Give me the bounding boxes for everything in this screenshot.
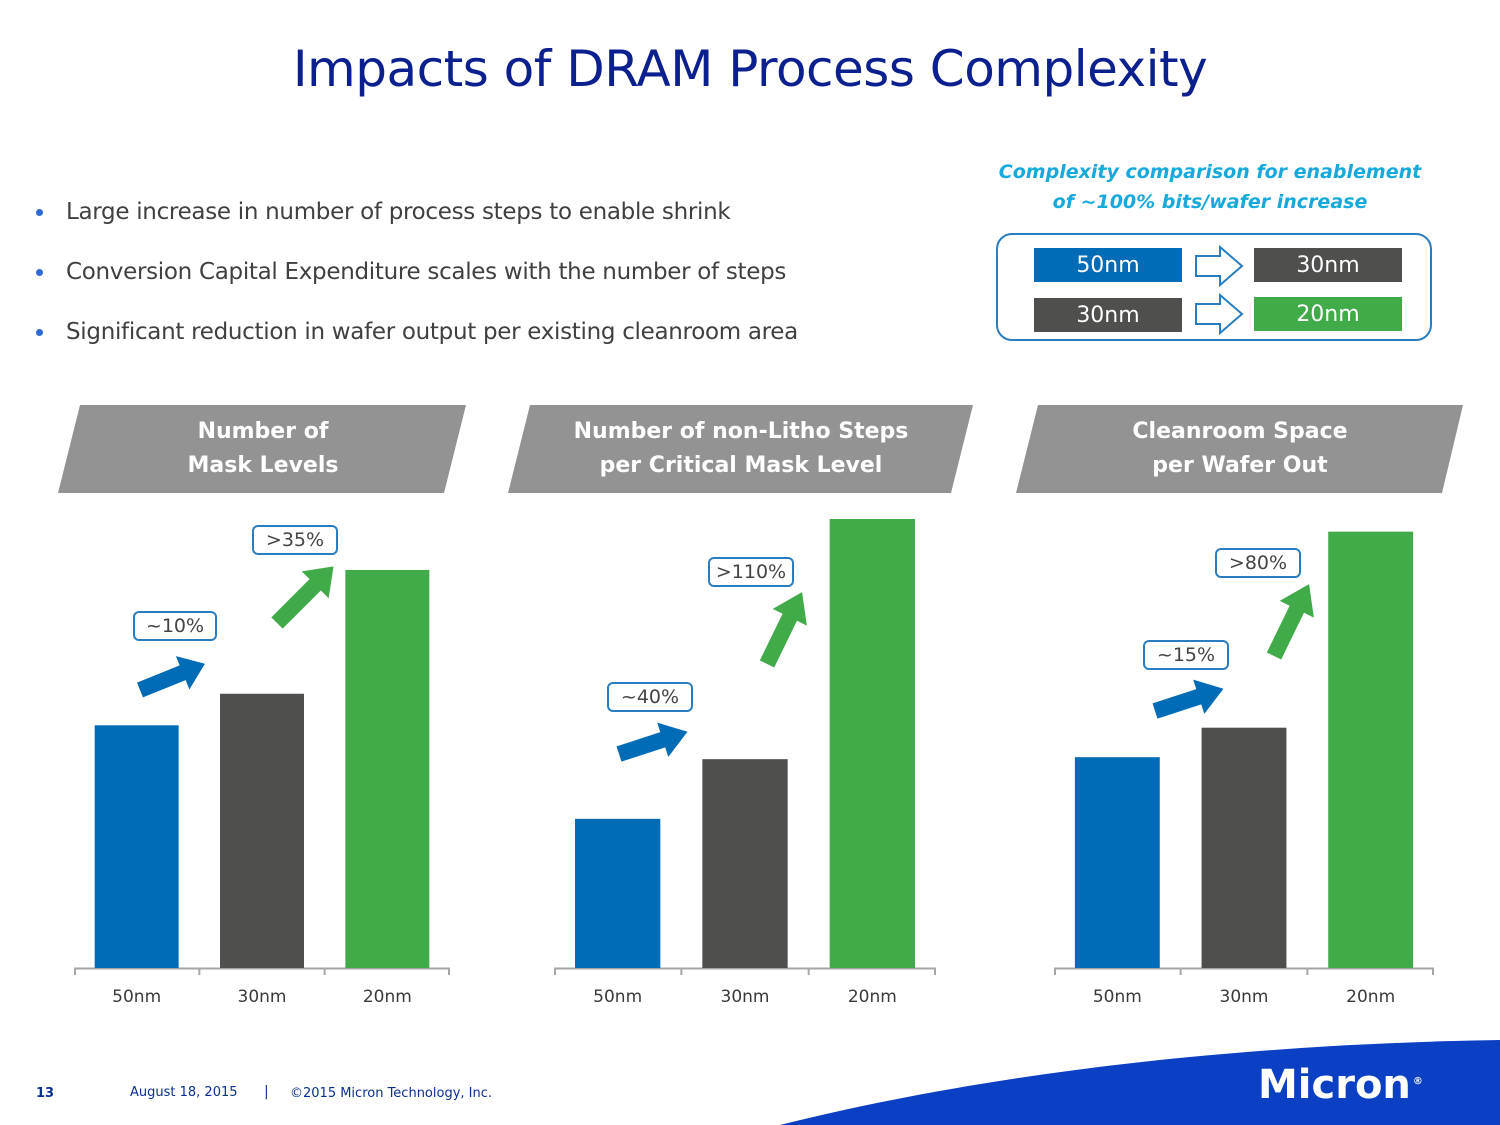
chart-title-line1: Number of non-Litho Steps bbox=[573, 419, 909, 444]
callout-increase: >110% bbox=[708, 557, 794, 587]
chart-svg: 50nm 30nm 20nm bbox=[1054, 531, 1434, 1007]
footer-separator: | bbox=[264, 1084, 269, 1100]
hollow-right-arrow-icon bbox=[1195, 245, 1244, 287]
logo-text: Micron bbox=[1258, 1062, 1411, 1108]
chip-50nm: 50nm bbox=[1034, 248, 1182, 282]
bar-chart-cleanroom-space: 50nm 30nm 20nm bbox=[1054, 500, 1434, 1020]
chart-svg: 50nm 30nm 20nm bbox=[74, 569, 450, 1007]
x-tick-label: 50nm bbox=[593, 987, 642, 1007]
chip-30nm: 30nm bbox=[1034, 298, 1182, 332]
bar-20nm bbox=[345, 569, 430, 968]
x-tick-label: 20nm bbox=[1346, 987, 1395, 1007]
x-tick-label: 50nm bbox=[1093, 987, 1142, 1007]
chart-title-line2: per Critical Mask Level bbox=[599, 453, 883, 478]
chart-title-line2: per Wafer Out bbox=[1152, 453, 1328, 478]
bullet-item: Conversion Capital Expenditure scales wi… bbox=[34, 252, 798, 312]
x-tick-label: 30nm bbox=[238, 987, 287, 1007]
bullet-dot-icon bbox=[36, 209, 43, 216]
x-tick-label: 20nm bbox=[363, 987, 412, 1007]
hollow-right-arrow-icon bbox=[1195, 293, 1244, 335]
bullet-text: Large increase in number of process step… bbox=[66, 199, 731, 225]
x-tick-label: 20nm bbox=[848, 987, 897, 1007]
trend-arrow-blue-icon bbox=[616, 722, 688, 762]
chart-title-line2: Mask Levels bbox=[187, 453, 339, 478]
bullet-item: Significant reduction in wafer output pe… bbox=[34, 312, 798, 372]
bullet-item: Large increase in number of process step… bbox=[34, 192, 798, 252]
callout-increase: >35% bbox=[252, 525, 338, 555]
bar-50nm bbox=[1074, 757, 1160, 968]
x-tick-label: 30nm bbox=[1220, 987, 1269, 1007]
trend-arrow-green-icon bbox=[271, 566, 334, 629]
chart-header-cleanroom-space: Cleanroom Space per Wafer Out bbox=[1016, 405, 1464, 493]
chart-title-line1: Number of bbox=[197, 419, 329, 444]
chart-header-mask-levels: Number of Mask Levels bbox=[58, 405, 468, 493]
comparison-heading-line2: of ~100% bits/wafer increase bbox=[1052, 191, 1368, 213]
bar-30nm bbox=[1201, 727, 1287, 968]
callout-increase: ~15% bbox=[1143, 640, 1229, 670]
comparison-heading-line1: Complexity comparison for enablement bbox=[998, 161, 1422, 183]
page-title: Impacts of DRAM Process Complexity bbox=[292, 40, 1208, 98]
chart-title-line1: Cleanroom Space bbox=[1132, 419, 1348, 444]
callout-increase: ~10% bbox=[133, 611, 217, 641]
bar-50nm bbox=[94, 725, 179, 968]
x-tick-label: 30nm bbox=[721, 987, 770, 1007]
trend-arrow-blue-icon bbox=[137, 656, 205, 698]
bar-50nm bbox=[575, 818, 661, 968]
bar-30nm bbox=[220, 693, 304, 968]
bar-chart-non-litho-steps: 50nm 30nm 20nm bbox=[554, 500, 936, 1020]
bullet-dot-icon bbox=[36, 329, 43, 336]
chip-20nm: 20nm bbox=[1254, 297, 1402, 331]
trend-arrow-green-icon bbox=[759, 592, 807, 668]
bullet-text: Conversion Capital Expenditure scales wi… bbox=[66, 259, 787, 285]
callout-increase: >80% bbox=[1215, 548, 1301, 578]
bar-20nm bbox=[829, 519, 915, 968]
chart-svg: 50nm 30nm 20nm bbox=[554, 519, 936, 1007]
page-number: 13 bbox=[36, 1086, 55, 1101]
footer-copyright: ©2015 Micron Technology, Inc. bbox=[290, 1086, 493, 1101]
callout-increase: ~40% bbox=[607, 682, 693, 712]
bullet-list: Large increase in number of process step… bbox=[34, 192, 798, 372]
bullet-text: Significant reduction in wafer output pe… bbox=[66, 319, 798, 345]
trend-arrow-green-icon bbox=[1266, 584, 1314, 660]
chart-header-non-litho-steps: Number of non-Litho Steps per Critical M… bbox=[508, 405, 974, 493]
bar-chart-mask-levels: 50nm 30nm 20nm bbox=[74, 500, 450, 1020]
comparison-heading: Complexity comparison for enablement of … bbox=[990, 157, 1430, 217]
registered-mark: ® bbox=[1412, 1076, 1423, 1087]
micron-logo: Micron ® bbox=[1258, 1062, 1423, 1108]
x-tick-label: 50nm bbox=[112, 987, 161, 1007]
chip-30nm: 30nm bbox=[1254, 248, 1402, 282]
bar-20nm bbox=[1328, 531, 1414, 968]
trend-arrow-blue-icon bbox=[1152, 679, 1224, 719]
bar-30nm bbox=[702, 759, 788, 968]
bullet-dot-icon bbox=[36, 269, 43, 276]
footer-date: August 18, 2015 bbox=[130, 1085, 238, 1100]
comparison-legend-box: 50nm 30nm 30nm 20nm bbox=[996, 233, 1432, 341]
